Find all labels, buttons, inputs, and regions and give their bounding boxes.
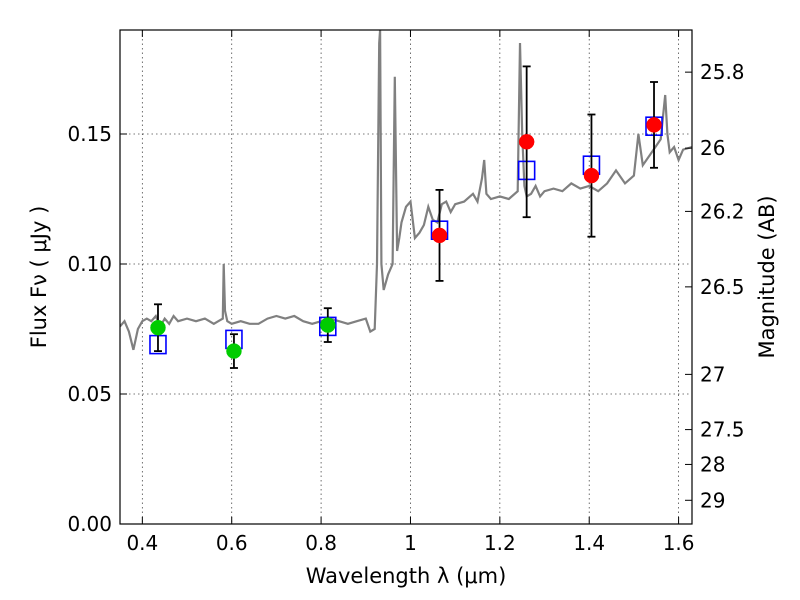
observed-point [320, 317, 336, 333]
x-tick-label: 1.4 [573, 531, 605, 555]
right-tick-label: 27 [700, 362, 725, 386]
x-tick-label: 1 [404, 531, 417, 555]
x-tick-label: 0.6 [216, 531, 248, 555]
x-tick-label: 1.2 [484, 531, 516, 555]
observed-point [431, 227, 448, 244]
y-tick-label: 0.15 [67, 122, 112, 146]
right-tick-label: 27.5 [700, 418, 745, 442]
spectrum-layer [120, 30, 692, 351]
grid-layer [120, 30, 692, 525]
y-tick-label: 0.05 [67, 382, 112, 406]
right-tick-label: 25.8 [700, 60, 745, 84]
right-tick-label: 26.2 [700, 199, 745, 223]
points-layer [149, 65, 663, 369]
right-tick-label: 26.5 [700, 275, 745, 299]
spectrum-line [120, 30, 692, 351]
x-axis-label: Wavelength λ (μm) [306, 564, 507, 588]
y-tick-label: 0.10 [67, 252, 112, 276]
right-tick-label: 29 [700, 488, 725, 512]
observed-point [226, 343, 242, 359]
observed-point [583, 167, 600, 184]
observed-point [518, 134, 535, 150]
observed-point [150, 319, 166, 336]
right-tick-label: 26 [700, 136, 725, 160]
x-tick-label: 1.6 [663, 531, 695, 555]
ticks-layer: 0.4 0.6 0.8 1 1.2 1.4 1.6 0.00 0.05 0.10 0.15 25.8 2… [67, 30, 745, 555]
x-tick-label: 0.8 [305, 531, 337, 555]
y-tick-label: 0.00 [67, 512, 112, 536]
x-tick-label: 0.4 [126, 531, 158, 555]
plot-frame [119, 29, 693, 525]
right-axis-label: Magnitude (AB) [755, 195, 779, 358]
y-axis-label: Flux Fν ( μJy ) [27, 206, 51, 349]
observed-point [646, 117, 662, 133]
right-tick-label: 28 [700, 452, 725, 476]
